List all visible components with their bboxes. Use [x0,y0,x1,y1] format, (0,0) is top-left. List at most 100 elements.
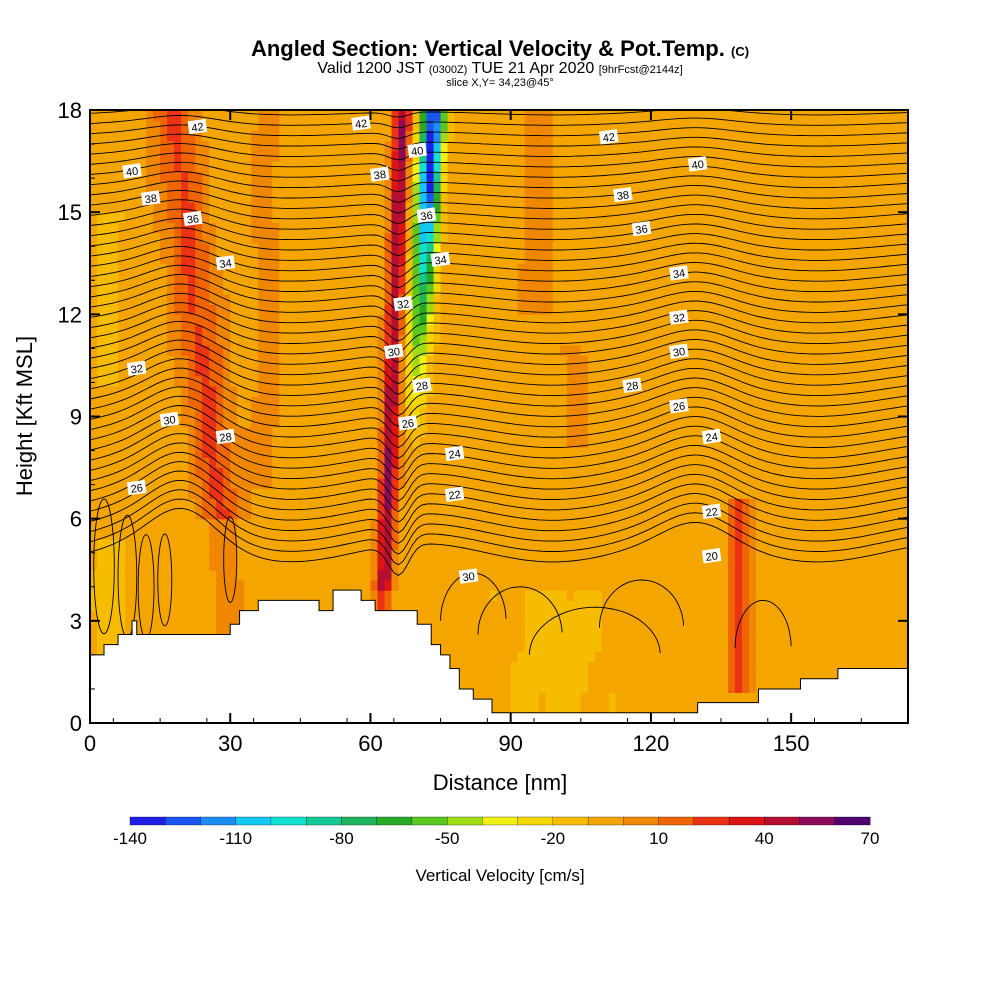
field-cell [195,457,203,469]
field-cell [349,416,358,428]
field-cell [475,447,484,458]
field-cell [608,661,617,673]
field-cell [118,447,126,458]
field-cell [370,498,379,510]
field-cell [538,641,547,653]
field-cell [447,212,456,223]
field-cell [90,508,98,520]
field-cell [279,579,287,591]
field-cell [104,620,112,632]
field-cell [475,181,484,193]
field-cell [615,508,624,520]
field-cell [230,293,238,305]
field-cell [202,385,210,397]
field-cell [629,355,638,367]
field-cell [664,508,673,520]
field-cell [615,396,624,407]
field-cell [349,171,358,183]
field-cell [510,661,519,673]
field-cell [279,590,287,601]
field-cell [90,171,98,183]
field-cell [608,518,617,530]
field-cell [356,191,365,203]
field-cell [335,140,344,152]
field-cell [125,375,133,387]
field-cell [622,631,631,642]
field-cell [174,426,182,438]
field-cell [531,559,540,571]
field-cell [188,293,196,305]
field-cell [370,416,379,428]
field-cell [636,171,645,183]
field-cell [650,671,659,683]
field-cell [153,488,161,499]
field-cell [552,283,561,295]
field-cell [636,641,645,653]
field-cell [328,569,336,581]
field-cell [433,222,442,234]
field-cell [517,334,526,346]
field-cell [524,120,533,132]
field-cell [181,293,189,305]
field-cell [111,140,119,152]
field-cell [643,671,652,683]
field-cell [181,304,189,315]
field-cell [244,232,252,244]
field-cell [468,406,477,418]
field-cell [363,355,372,367]
field-cell [657,365,666,377]
field-cell [279,375,287,387]
field-cell [118,539,126,550]
field-cell [510,365,519,377]
field-cell [167,375,175,387]
field-cell [97,539,105,550]
field-cell [580,447,589,458]
field-cell [90,590,98,601]
field-cell [615,232,624,244]
field-cell [510,406,519,418]
field-cell [174,355,182,367]
field-cell [195,191,203,203]
field-cell [608,498,617,510]
field-cell [615,702,624,714]
field-cell [209,212,217,223]
field-cell [636,508,645,520]
field-cell [426,549,435,561]
field-cell [111,518,119,530]
field-cell [370,590,379,601]
field-cell [573,518,582,530]
field-cell [104,191,112,203]
field-cell [573,396,582,407]
field-cell [181,569,189,581]
field-cell [202,579,210,591]
field-cell [664,222,673,234]
field-cell [216,171,224,183]
field-cell [251,600,259,612]
field-cell [461,293,470,305]
field-cell [524,692,533,704]
field-cell [580,508,589,520]
field-cell [454,171,463,183]
field-cell [503,610,512,622]
field-cell [230,304,238,315]
field-cell [412,406,421,418]
field-cell [580,661,589,673]
field-cell [608,641,617,653]
field-cell [377,130,386,142]
field-cell [538,661,547,673]
field-cell [384,518,393,530]
field-cell [153,518,161,530]
field-cell [167,579,175,591]
field-cell [622,559,631,571]
field-cell [545,263,554,275]
field-cell [538,692,547,704]
field-cell [636,631,645,642]
field-cell [594,181,603,193]
field-cell [244,283,252,295]
field-cell [503,191,512,203]
field-cell [237,130,245,142]
field-cell [328,140,336,152]
field-cell [559,436,568,448]
field-cell [111,273,119,285]
field-cell [517,488,526,499]
